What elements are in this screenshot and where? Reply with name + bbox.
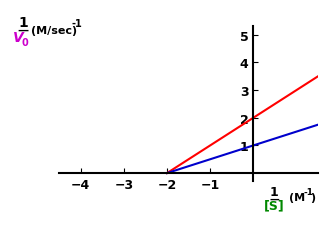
Text: V: V: [13, 30, 23, 44]
Text: 0: 0: [21, 38, 28, 48]
Text: 1: 1: [270, 185, 278, 198]
Text: —: —: [17, 26, 29, 36]
Text: 1: 1: [18, 16, 28, 30]
Text: [S]: [S]: [263, 199, 284, 212]
Text: ): ): [310, 192, 315, 202]
Text: (M: (M: [289, 192, 305, 202]
Text: -1: -1: [72, 19, 82, 29]
Text: -1: -1: [303, 187, 313, 196]
Text: (M/sec): (M/sec): [31, 26, 77, 36]
Text: —: —: [269, 194, 279, 204]
